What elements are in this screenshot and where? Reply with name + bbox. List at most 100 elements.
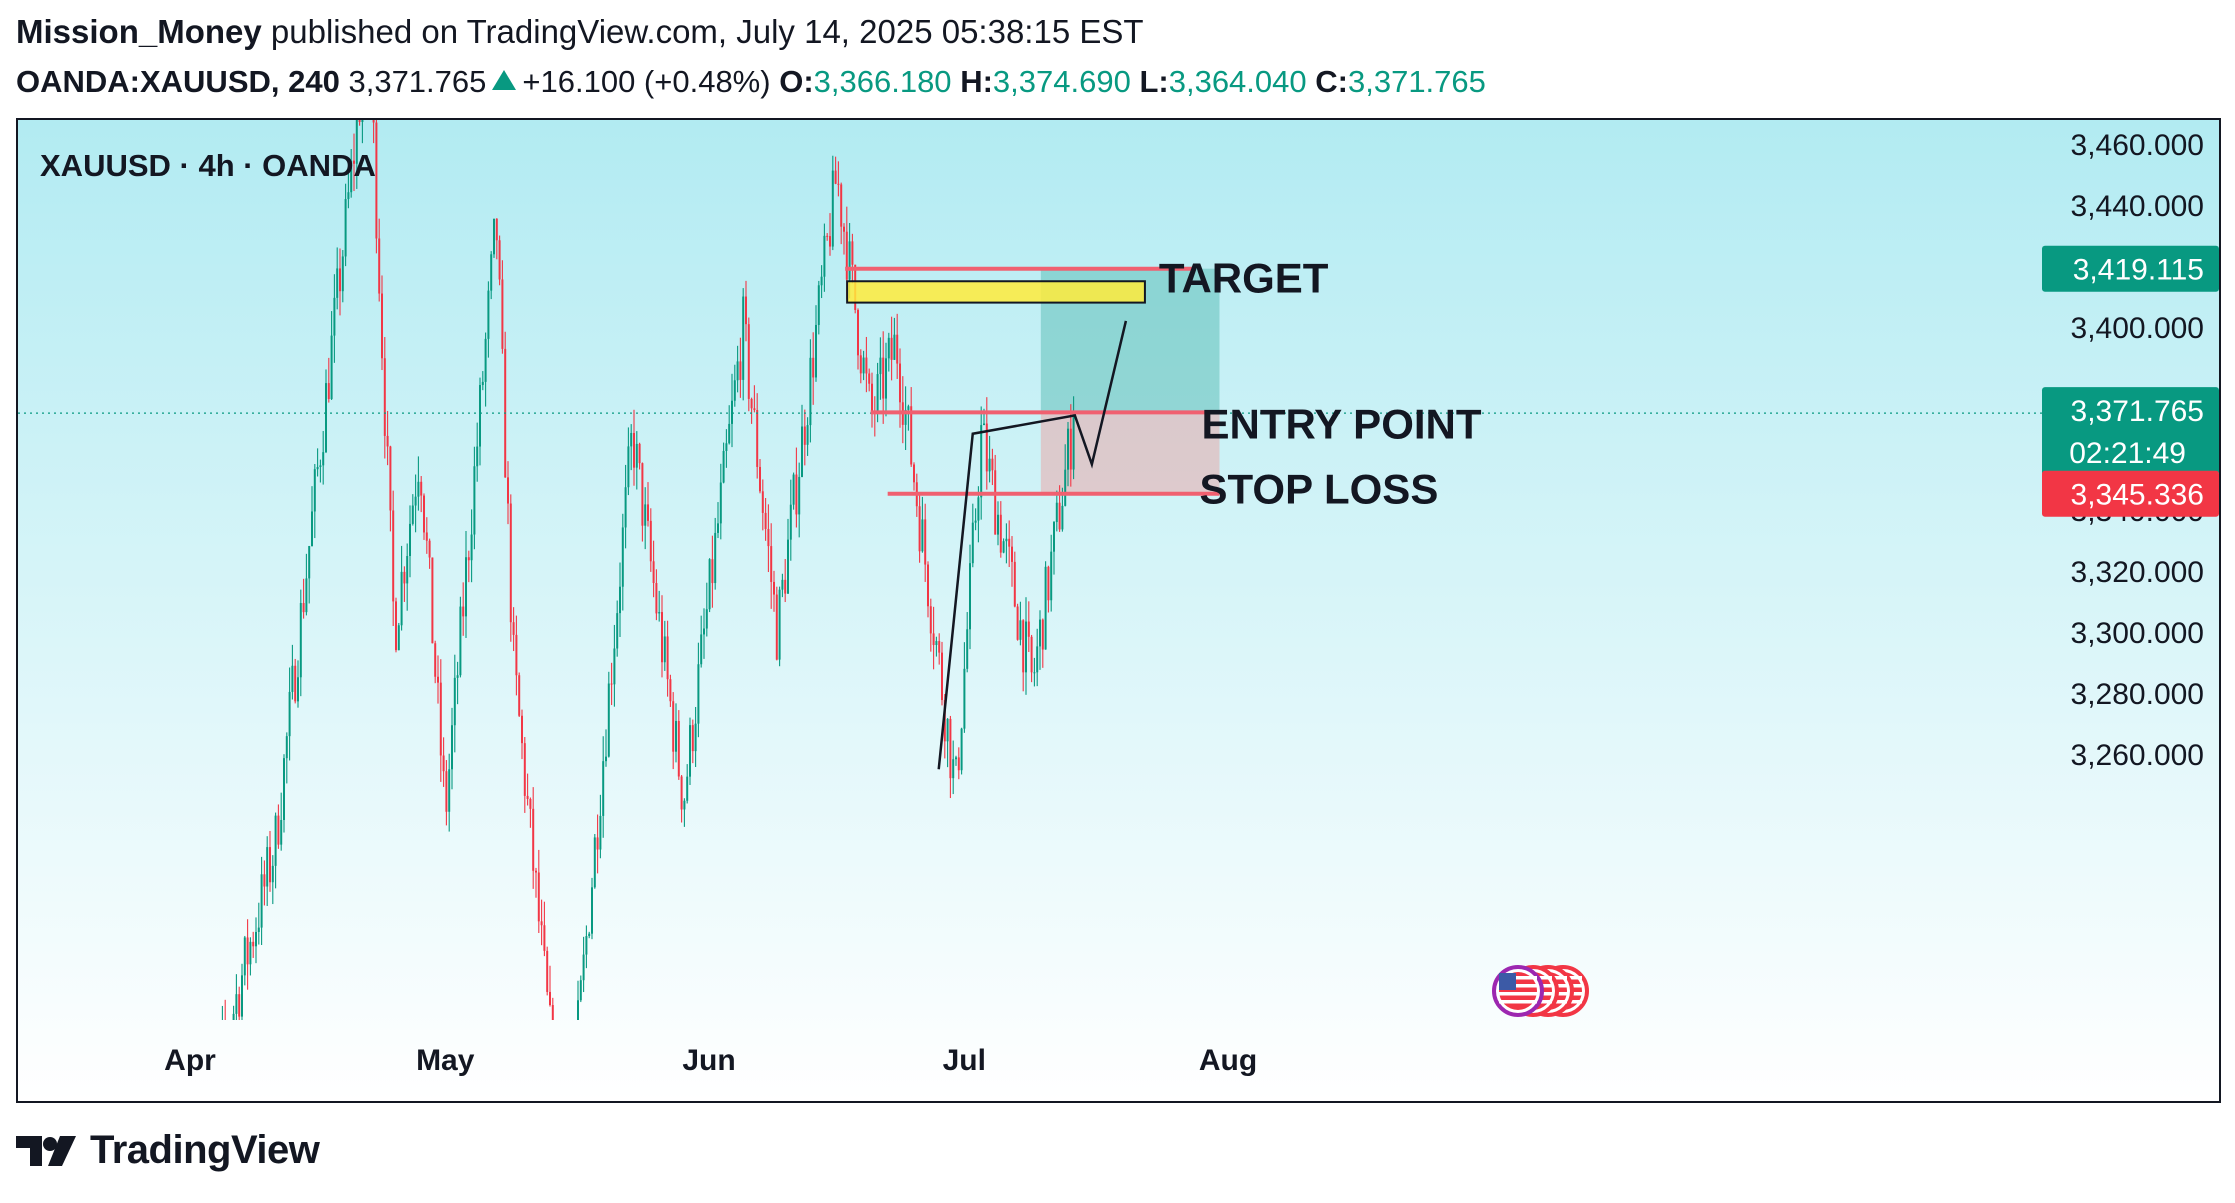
candle-body: [414, 496, 417, 506]
candle-body: [439, 682, 442, 756]
target-box[interactable]: [846, 280, 1146, 304]
candle-body: [397, 625, 400, 651]
price-label[interactable]: 3,371.765 02:21:49: [2042, 387, 2219, 476]
candle-body: [977, 497, 980, 521]
candle-body: [686, 776, 689, 801]
candle-body: [518, 675, 521, 716]
candle-body: [764, 512, 767, 529]
candle-body: [1064, 469, 1067, 506]
candle-body: [904, 409, 907, 425]
candle-body: [549, 991, 551, 1006]
candle-body: [843, 226, 845, 232]
chart-frame[interactable]: TARGET ENTRY POINT STOP LOSS XAUUSD · 4h ·…: [16, 118, 2221, 1103]
candle-body: [946, 718, 949, 742]
candle-body: [599, 815, 602, 850]
projection-path[interactable]: [937, 320, 1128, 770]
candle-body: [708, 559, 711, 610]
high-label: H:: [960, 64, 993, 99]
price-label[interactable]: 3,419.115: [2042, 245, 2219, 292]
candle-body: [462, 606, 465, 617]
candle-body: [428, 540, 431, 558]
candle-body: [722, 450, 725, 483]
candle-body: [375, 122, 378, 239]
candle-body: [381, 293, 383, 359]
brand-name: TradingView: [90, 1128, 320, 1172]
candle-body: [605, 756, 607, 762]
candle-body: [1058, 502, 1061, 530]
candle-body: [551, 1005, 554, 1020]
candle-body: [885, 358, 887, 399]
candle-body: [736, 361, 739, 381]
candle-body: [896, 334, 899, 364]
candle-body: [266, 847, 269, 887]
candle-body: [974, 520, 977, 523]
candle-body: [988, 458, 991, 472]
candle-body: [918, 506, 921, 552]
candle-body: [630, 432, 633, 447]
price-label[interactable]: 3,345.336: [2042, 470, 2219, 517]
candle-body: [358, 120, 361, 122]
open-value: 3,366.180: [813, 64, 952, 99]
up-arrow-icon: [492, 70, 517, 90]
candle-body: [1002, 541, 1005, 553]
candle-body: [893, 334, 896, 360]
x-tick-label: Jun: [682, 1044, 735, 1077]
price-label-bg: [2042, 387, 2219, 476]
candle-body: [700, 634, 703, 665]
symbol-label[interactable]: OANDA:XAUUSD, 240: [16, 64, 340, 99]
candle-body: [761, 491, 764, 513]
candle-body: [809, 357, 812, 426]
y-tick-label: 3,280.000: [2071, 678, 2204, 711]
candle-body: [521, 715, 523, 744]
candle-body: [644, 504, 647, 526]
candle-body: [325, 383, 327, 453]
candle-body: [395, 601, 397, 651]
candle-body: [767, 528, 770, 547]
candle-body: [585, 936, 588, 955]
candle-body: [876, 374, 879, 413]
candle-body: [235, 994, 238, 1014]
candle-body: [313, 469, 316, 512]
candle-body: [1030, 636, 1033, 673]
candle-body: [747, 324, 750, 399]
candle-body: [831, 170, 834, 247]
candle-body: [862, 357, 865, 374]
candle-body: [1039, 619, 1041, 647]
price-chart[interactable]: TARGET ENTRY POINT STOP LOSS XAUUSD · 4h ·…: [18, 120, 2219, 1101]
candle-body: [271, 865, 274, 883]
candle-body: [479, 385, 481, 447]
us-flag-event-icon[interactable]: [1492, 965, 1544, 1017]
candle-body: [263, 874, 266, 887]
candle-body: [344, 199, 347, 257]
candle-body: [890, 337, 893, 360]
candle-body: [719, 482, 722, 524]
economic-events[interactable]: [1492, 965, 1589, 1017]
candle-body: [607, 683, 610, 757]
candle-body: [420, 481, 423, 496]
candle-body: [669, 679, 672, 702]
low-value: 3,364.040: [1168, 64, 1307, 99]
candle-body: [327, 383, 330, 399]
close-value: 3,371.765: [1347, 64, 1486, 99]
candle-body: [817, 285, 820, 325]
candle-body: [927, 564, 929, 607]
candle-body: [543, 925, 546, 951]
candle-body: [770, 546, 773, 582]
candle-body: [353, 160, 355, 164]
x-axis[interactable]: Apr May Jun Jul Aug: [164, 1044, 1257, 1077]
candle-body: [495, 218, 498, 241]
author-name[interactable]: Mission_Money: [16, 13, 262, 50]
candle-body: [871, 383, 873, 412]
candle-body: [493, 218, 495, 255]
candle-body: [243, 937, 246, 976]
candle-body: [291, 665, 294, 692]
candle-body: [921, 519, 924, 552]
candle-body: [431, 557, 434, 644]
x-tick-label: Apr: [164, 1044, 216, 1077]
candle-body: [1008, 538, 1011, 547]
candle-body: [635, 443, 638, 468]
candle-body: [834, 170, 837, 184]
candle-body: [658, 612, 661, 614]
candle-body: [703, 628, 705, 635]
candle-body: [305, 578, 308, 613]
